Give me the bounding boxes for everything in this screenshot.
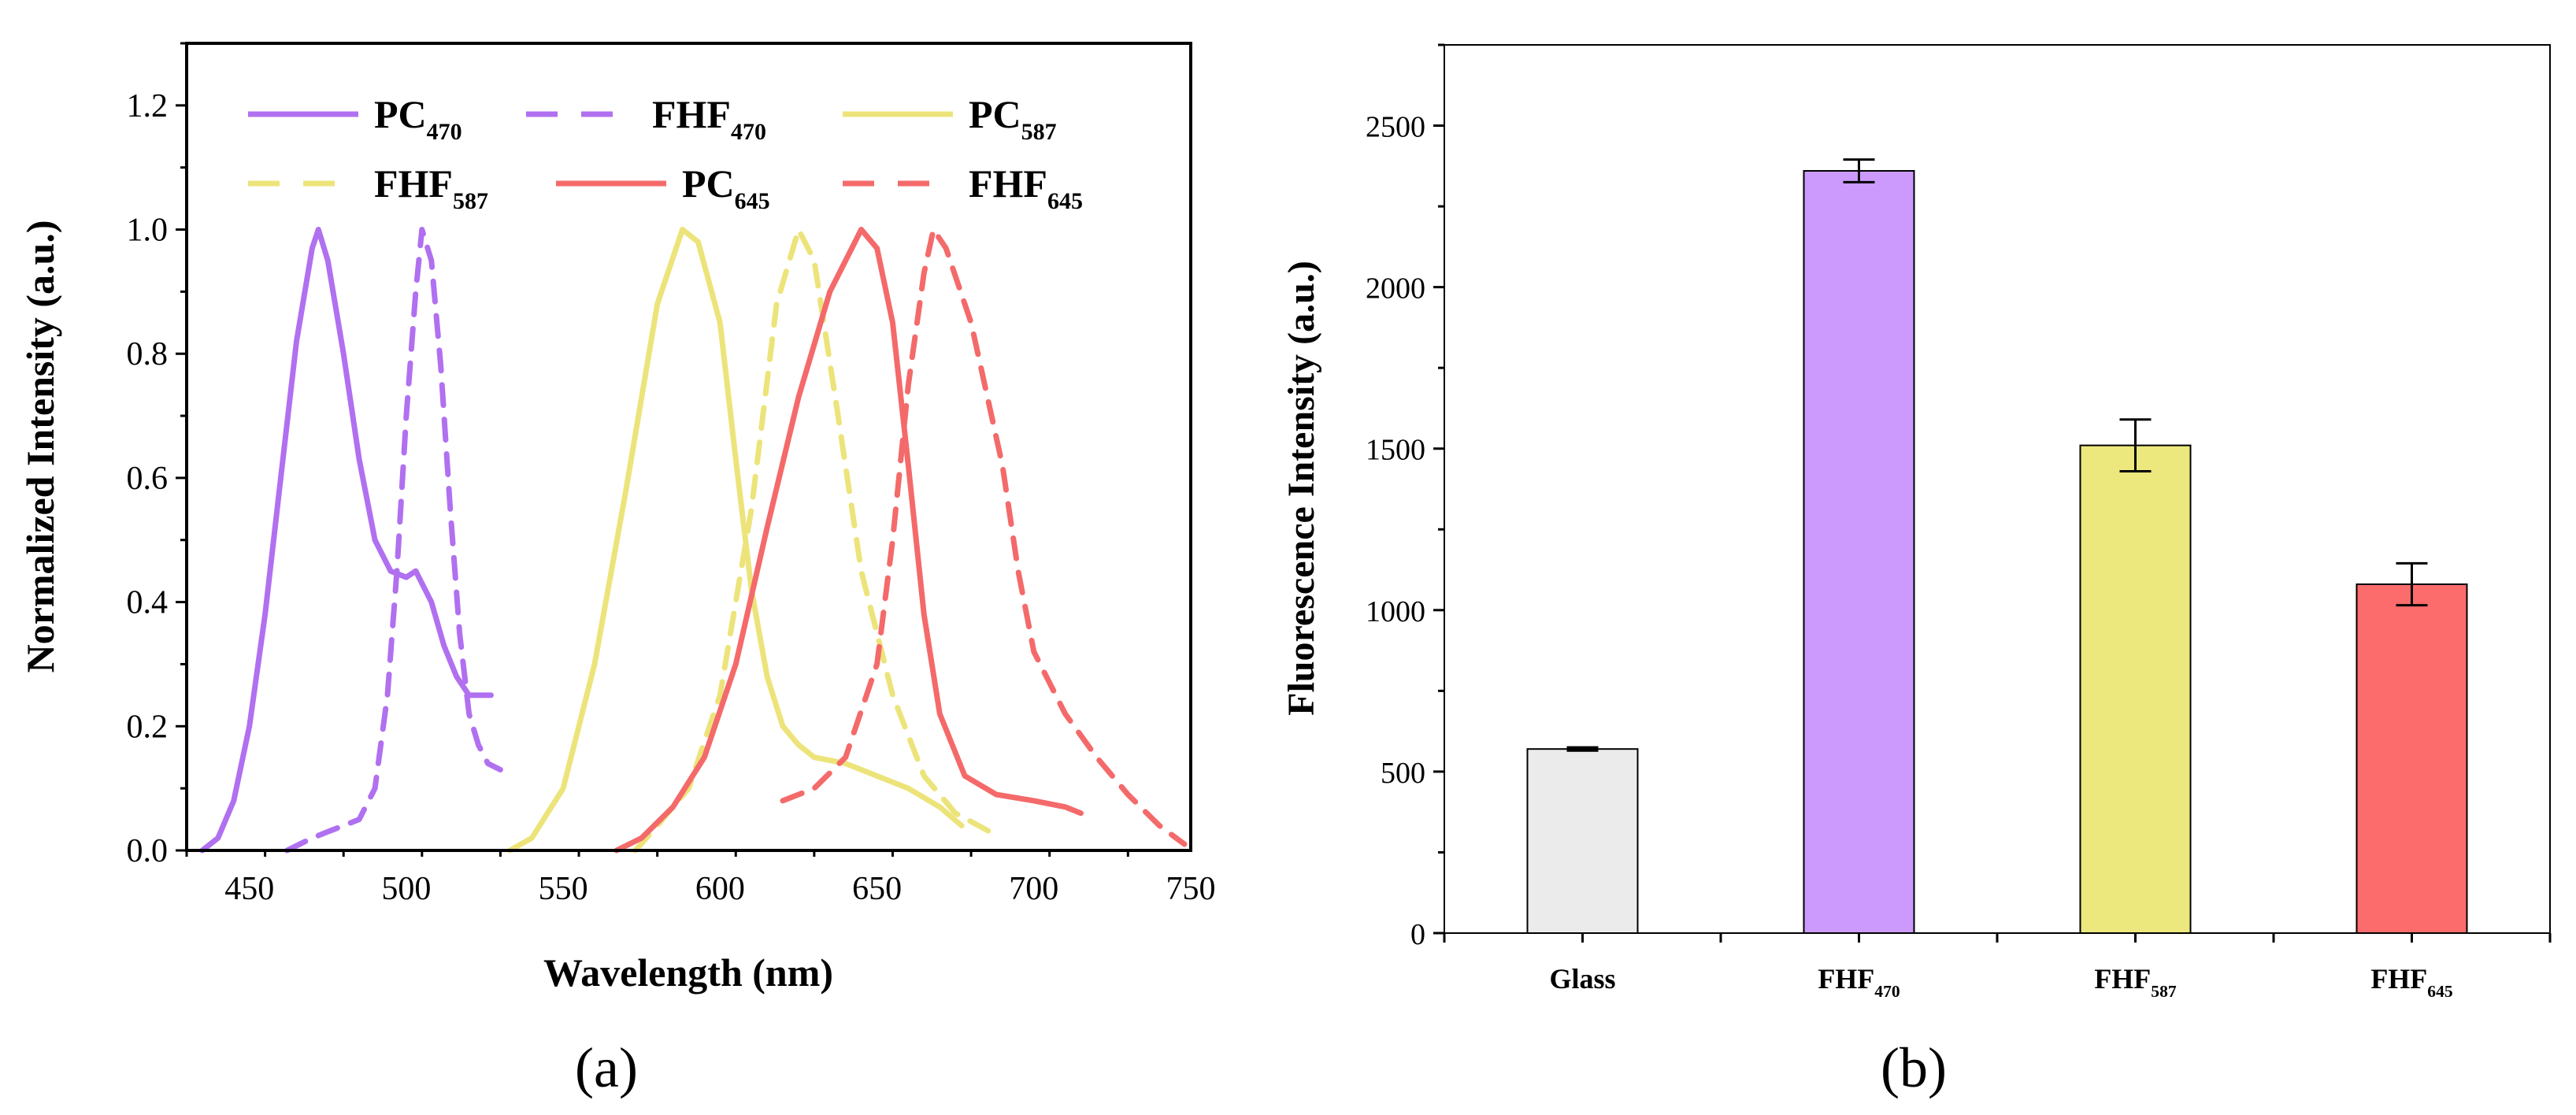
legend-label-3-main: FHF <box>374 161 453 206</box>
legend-label-4: PC645 <box>682 161 770 214</box>
panel-a-y-axis-label: Normalized Intensity (a.u.) <box>18 220 62 673</box>
bar-glass <box>1526 748 1639 934</box>
panel-a-y-tick-label: 0.4 <box>127 585 169 621</box>
panel-a-x-tick-label: 750 <box>1166 871 1216 907</box>
category-label-2-main: FHF <box>2094 963 2151 995</box>
legend-label-5-main: FHF <box>969 161 1047 206</box>
panel-a-x-tick-label: 500 <box>381 871 431 907</box>
legend-label-5: FHF645 <box>969 161 1083 214</box>
panel-a-series-layer <box>199 227 1188 854</box>
panel-a-x-tick-label: 700 <box>1009 871 1058 907</box>
category-label-2: FHF587 <box>2094 963 2177 1001</box>
bar-fhf470 <box>1803 169 1915 935</box>
panel-b-y-axis-label: Fluorescence Intensity (a.u.) <box>1281 261 1322 716</box>
panel-a-x-tick-label: 450 <box>224 871 274 907</box>
bar-fhf587 <box>2079 444 2192 934</box>
category-label-3-subscript: 645 <box>2427 982 2452 1001</box>
panel-a-y-tick-label: 0.6 <box>127 461 169 497</box>
series-line-fhf-645-dashed <box>780 227 1188 847</box>
legend-label-2-main: PC <box>969 92 1021 136</box>
panel-a-y-tick-label: 0.8 <box>127 336 169 372</box>
series-line-pc-645 <box>613 227 1084 854</box>
legend-label-3-subscript: 587 <box>453 188 488 214</box>
legend-label-2: PC587 <box>969 92 1057 145</box>
legend-label-1-subscript: 470 <box>731 119 766 145</box>
legend-label-3: FHF587 <box>374 161 488 214</box>
category-label-2-subscript: 587 <box>2151 982 2177 1001</box>
category-label-0-main: Glass <box>1549 963 1615 995</box>
panel-a-x-tick-label: 600 <box>695 871 745 907</box>
panel-a-plot-frame <box>185 42 1192 852</box>
panel-a-y-tick-label: 0.0 <box>127 833 169 869</box>
category-label-1: FHF470 <box>1818 963 1900 1001</box>
series-line-pc-470 <box>199 227 494 854</box>
panel-b-bar-layer <box>1526 158 2468 935</box>
category-label-3: FHF645 <box>2370 963 2452 1001</box>
panel-a-y-tick-label: 1.2 <box>127 88 169 124</box>
legend-label-0: PC470 <box>374 92 462 145</box>
bar-fhf645 <box>2355 583 2468 935</box>
panel-a-line-chart: 450 500 550 600 650 700 750 0.0 0.2 0.4 0.6 0.8 1.0 1… <box>18 42 1216 1099</box>
legend-label-4-main: PC <box>682 161 735 206</box>
series-line-fhf-470-dashed <box>284 227 503 854</box>
panel-a-x-tick-label: 650 <box>852 871 902 907</box>
legend-label-1-main: FHF <box>652 92 731 136</box>
panel-a-x-tick-label: 550 <box>539 871 588 907</box>
category-label-1-main: FHF <box>1818 963 1874 995</box>
panel-a-y-tick-label: 0.2 <box>127 709 169 745</box>
panel-a-axes: 450 500 550 600 650 700 750 0.0 0.2 0.4 0.6 0.8 1.0 1… <box>127 42 1216 907</box>
category-label-0: Glass <box>1549 963 1615 995</box>
legend-label-5-subscript: 645 <box>1047 188 1083 214</box>
legend-label-0-main: PC <box>374 92 427 136</box>
legend-label-1: FHF470 <box>652 92 766 145</box>
category-label-1-subscript: 470 <box>1874 982 1900 1001</box>
panel-a-y-tick-label: 1.0 <box>127 213 169 249</box>
legend-label-4-subscript: 645 <box>735 188 770 214</box>
panel-b-y-tick-label: 500 <box>1381 757 1425 790</box>
panel-b-y-tick-label: 1500 <box>1366 434 1425 467</box>
panel-a-caption: (a) <box>575 1036 638 1099</box>
legend-label-2-subscript: 587 <box>1021 119 1057 145</box>
series-line-fhf-587-dashed <box>632 227 993 854</box>
category-label-3-main: FHF <box>2370 963 2427 995</box>
panel-b-y-tick-label: 2000 <box>1366 272 1425 306</box>
legend-label-0-subscript: 470 <box>427 119 462 145</box>
panel-a-x-axis-label: Wavelength (nm) <box>543 950 833 995</box>
panel-b-y-tick-label: 0 <box>1410 918 1425 951</box>
panel-b-y-tick-label: 1000 <box>1366 595 1425 628</box>
panel-b-caption: (b) <box>1881 1036 1947 1099</box>
series-line-pc-587 <box>506 227 965 854</box>
panel-b-y-tick-label: 2500 <box>1366 111 1425 144</box>
